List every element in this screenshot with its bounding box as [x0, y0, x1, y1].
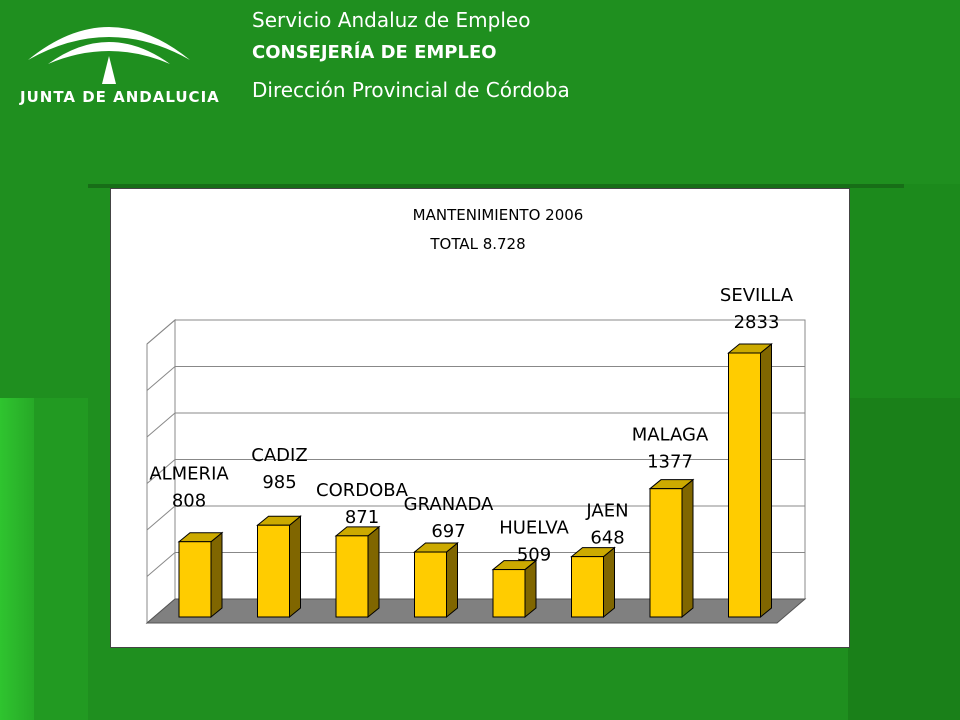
- gridline-side: [146, 552, 176, 577]
- bar: [414, 551, 447, 618]
- bar: [178, 541, 212, 618]
- bar-side: [446, 541, 458, 619]
- bar-side: [524, 559, 537, 619]
- bar: [571, 556, 604, 618]
- bar-chart: ALMERIA 808 CADIZ 985 CORDOBA 871 GRANADA 697 HU…: [145, 206, 807, 625]
- value-label: 648: [590, 528, 624, 549]
- chart-floor-plane: [145, 598, 807, 624]
- chart-bars: [177, 342, 773, 619]
- gridline-side: [146, 412, 176, 438]
- background-band-right-lower: [848, 398, 960, 720]
- value-label: 1377: [647, 452, 693, 473]
- gridline-side: [146, 366, 176, 391]
- bar: [335, 535, 369, 618]
- background-band-left: [0, 398, 34, 720]
- value-label: 509: [517, 545, 551, 566]
- bar: [649, 488, 683, 618]
- bar-side: [681, 478, 694, 619]
- chart-container: ALMERIA 808 CADIZ 985 CORDOBA 871 GRANADA 697 HU…: [110, 188, 850, 648]
- category-label: SEVILLA: [720, 285, 794, 306]
- value-label: 2833: [734, 312, 780, 333]
- chart-floor: [145, 598, 807, 624]
- bar-side: [210, 531, 223, 619]
- background-band-mid: [34, 398, 88, 720]
- value-label: 808: [172, 491, 206, 512]
- office-name: Dirección Provincial de Córdoba: [252, 78, 570, 102]
- value-label: 697: [431, 521, 465, 542]
- department-name: CONSEJERÍA DE EMPLEO: [252, 42, 497, 63]
- gridline-side: [146, 459, 176, 484]
- gridline-side: [146, 319, 176, 345]
- junta-de-andalucia-logo: [28, 27, 190, 84]
- bar: [257, 524, 290, 618]
- value-label: 985: [262, 472, 296, 493]
- chart-labels: ALMERIA 808 CADIZ 985 CORDOBA 871 GRANADA 697 HU…: [149, 285, 793, 566]
- category-label: CADIZ: [251, 445, 307, 466]
- bar-side: [760, 342, 772, 619]
- bar-side: [367, 525, 380, 619]
- value-label: 871: [345, 507, 379, 528]
- chart-grid: [146, 318, 806, 625]
- chart-subtitle: TOTAL 8.728: [429, 235, 525, 253]
- bar-side: [603, 546, 615, 619]
- bar-side: [289, 515, 301, 619]
- category-label: JAEN: [585, 501, 628, 522]
- category-label: GRANADA: [404, 494, 494, 515]
- category-label: MALAGA: [632, 425, 709, 446]
- bar: [728, 352, 761, 618]
- category-label: ALMERIA: [149, 464, 229, 485]
- logo-text: JUNTA DE ANDALUCIA: [20, 88, 220, 106]
- decorative-line: [88, 184, 904, 188]
- category-label: CORDOBA: [316, 480, 409, 501]
- org-name: Servicio Andaluz de Empleo: [252, 8, 531, 32]
- chart-title: MANTENIMIENTO 2006: [413, 206, 584, 224]
- category-label: HUELVA: [499, 518, 569, 539]
- gridline-side: [146, 505, 176, 531]
- bar: [492, 569, 526, 618]
